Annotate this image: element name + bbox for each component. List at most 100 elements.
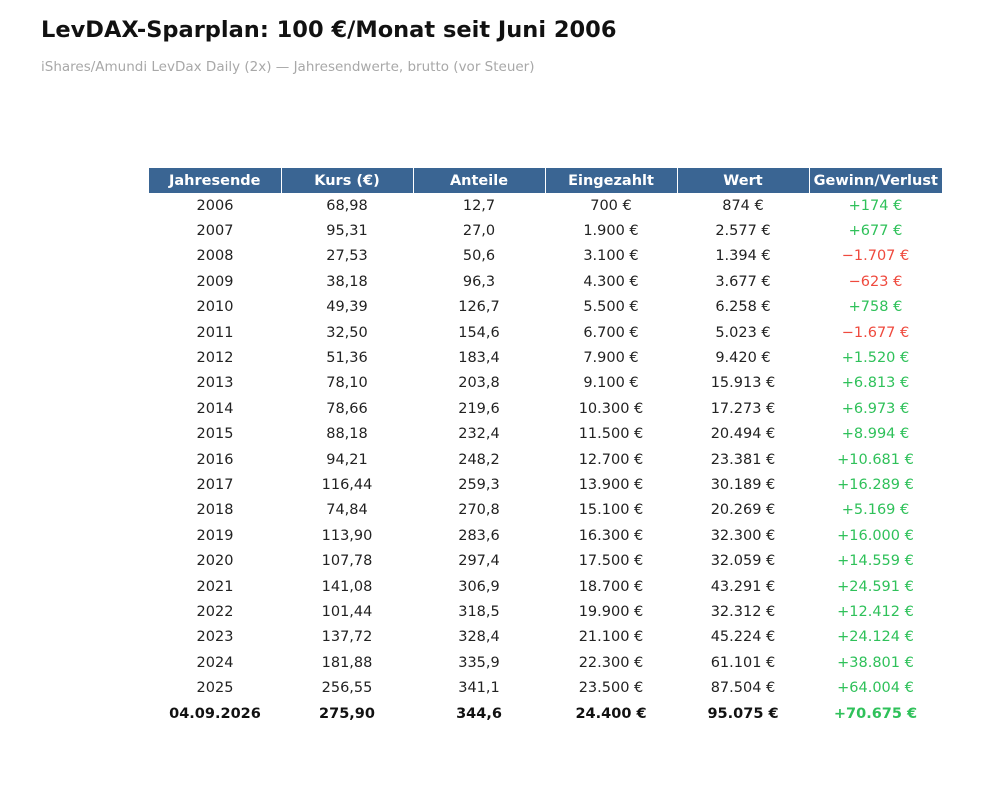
table-cell: −1.707 € [841,248,910,265]
table-cell: 15.913 € [710,375,776,392]
table-cell: +64.004 € [837,680,914,697]
table-cell: 1.394 € [715,248,771,265]
table-cell: 232,4 [458,426,500,443]
table-cell: 61.101 € [710,654,776,671]
table-cell: +6.813 € [841,375,910,392]
table-cell: 2010 [196,299,234,316]
table-cell: 2015 [196,426,234,443]
table-row: 2020 107,78 297,4 17.500 € 32.059 € +14.559 € [149,548,942,573]
table-total-row: 04.09.2026 275,90 344,6 24.400 € 95.075 € +70… [149,701,942,726]
table-cell: +6.973 € [841,400,910,417]
column-header: Wert [676,168,809,193]
table-row: 2017 116,44 259,3 13.900 € 30.189 € +16.289 € [149,472,942,497]
table-cell: −1.677 € [841,324,910,341]
table-cell: +12.412 € [837,603,914,620]
table-row: 2013 78,10 203,8 9.100 € 15.913 € +6.813 € [149,371,942,396]
table-cell: 04.09.2026 [169,705,261,722]
table-cell: 2024 [196,654,234,671]
table-cell: 2012 [196,350,234,367]
table-cell: 51,36 [326,350,368,367]
table-cell: 2022 [196,603,234,620]
table-cell: 318,5 [458,603,500,620]
table-cell: 12.700 € [578,451,644,468]
table-row: 2018 74,84 270,8 15.100 € 20.269 € +5.169 € [149,498,942,523]
table-cell: +38.801 € [837,654,914,671]
data-table: Jahresende Kurs (€) Anteile Eingezahlt W… [149,168,942,726]
table-cell: 270,8 [458,502,500,519]
table-row: 2012 51,36 183,4 7.900 € 9.420 € +1.520 € [149,345,942,370]
table-cell: 328,4 [458,629,500,646]
table-cell: +24.124 € [837,629,914,646]
table-row: 2025 256,55 341,1 23.500 € 87.504 € +64.004 € [149,675,942,700]
table-cell: 23.381 € [710,451,776,468]
table-cell: 20.494 € [710,426,776,443]
table-cell: 2013 [196,375,234,392]
data-table-container: Jahresende Kurs (€) Anteile Eingezahlt W… [149,168,942,726]
table-cell: 94,21 [326,451,368,468]
table-cell: 183,4 [458,350,500,367]
table-cell: 17.273 € [710,400,776,417]
table-cell: +16.289 € [837,476,914,493]
table-cell: 32.059 € [710,553,776,570]
table-cell: +8.994 € [841,426,910,443]
table-row: 2011 32,50 154,6 6.700 € 5.023 € −1.677 € [149,320,942,345]
table-body: 2006 68,98 12,7 700 € 874 € +174 € 2007 95,31 27… [149,193,942,726]
table-cell: 27,0 [462,223,496,240]
table-cell: 18.700 € [578,578,644,595]
table-row: 2006 68,98 12,7 700 € 874 € +174 € [149,193,942,218]
table-cell: 1.900 € [583,223,639,240]
table-cell: 78,66 [326,400,368,417]
table-cell: 96,3 [462,273,496,290]
table-cell: 22.300 € [578,654,644,671]
table-cell: 6.258 € [715,299,771,316]
table-cell: +5.169 € [841,502,910,519]
table-cell: 43.291 € [710,578,776,595]
chart-subtitle: iShares/Amundi LevDax Daily (2x) — Jahre… [41,59,535,75]
table-cell: 116,44 [321,476,373,493]
table-header-row: Jahresende Kurs (€) Anteile Eingezahlt W… [149,168,942,193]
table-cell: 95.075 € [707,705,779,722]
table-cell: 137,72 [321,629,373,646]
table-cell: 2006 [196,197,234,214]
table-cell: 11.500 € [578,426,644,443]
table-cell: 2018 [196,502,234,519]
table-cell: 32,50 [326,324,368,341]
table-cell: 9.100 € [583,375,639,392]
table-cell: +14.559 € [837,553,914,570]
table-cell: 16.300 € [578,527,644,544]
table-row: 2015 88,18 232,4 11.500 € 20.494 € +8.994 € [149,422,942,447]
table-cell: 3.100 € [583,248,639,265]
table-cell: 17.500 € [578,553,644,570]
table-cell: 9.420 € [715,350,771,367]
column-header: Eingezahlt [544,168,677,193]
table-cell: 32.300 € [710,527,776,544]
table-cell: 15.100 € [578,502,644,519]
table-cell: 2007 [196,223,234,240]
table-cell: 5.500 € [583,299,639,316]
table-cell: 2025 [196,680,234,697]
table-cell: 88,18 [326,426,368,443]
table-cell: 2009 [196,273,234,290]
table-cell: 95,31 [326,223,368,240]
table-cell: 49,39 [326,299,368,316]
table-cell: 341,1 [458,680,500,697]
table-cell: +677 € [848,223,903,240]
table-cell: 113,90 [321,527,373,544]
table-cell: 2021 [196,578,234,595]
table-cell: 2017 [196,476,234,493]
table-cell: 874 € [722,197,764,214]
table-cell: 74,84 [326,502,368,519]
table-cell: 2019 [196,527,234,544]
table-cell: +758 € [848,299,903,316]
table-row: 2019 113,90 283,6 16.300 € 32.300 € +16.000 € [149,523,942,548]
table-cell: 4.300 € [583,273,639,290]
column-header: Gewinn/Verlust [808,168,942,193]
table-cell: 256,55 [321,680,373,697]
table-row: 2021 141,08 306,9 18.700 € 43.291 € +24.591 € [149,574,942,599]
table-cell: 126,7 [458,299,500,316]
table-cell: 5.023 € [715,324,771,341]
table-cell: +24.591 € [837,578,914,595]
table-cell: 32.312 € [710,603,776,620]
column-header: Anteile [412,168,545,193]
table-cell: 2023 [196,629,234,646]
